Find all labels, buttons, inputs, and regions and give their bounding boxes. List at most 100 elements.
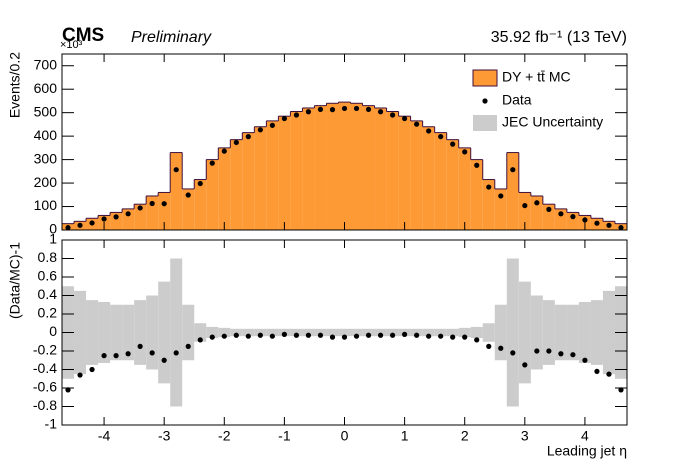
uncertainty-band xyxy=(86,300,99,365)
data-point xyxy=(89,366,95,373)
data-point xyxy=(570,214,576,220)
uncertainty-band xyxy=(518,281,531,384)
histogram-bar xyxy=(506,152,519,230)
y-tick-label: -1 xyxy=(45,416,58,432)
data-point xyxy=(353,105,360,112)
data-point xyxy=(269,122,275,128)
data-point xyxy=(197,337,203,343)
uncertainty-band xyxy=(362,328,375,337)
experiment-label: CMS xyxy=(62,25,104,46)
histogram-bar xyxy=(230,139,243,230)
data-point xyxy=(522,362,528,368)
legend-label: JEC Uncertainty xyxy=(502,114,603,130)
data-point xyxy=(498,193,504,199)
y-tick-label: 0.6 xyxy=(38,268,58,284)
data-point xyxy=(426,333,432,339)
x-tick-label: 1 xyxy=(401,428,409,444)
data-point xyxy=(534,348,540,354)
data-point xyxy=(486,343,492,349)
data-point xyxy=(389,332,396,338)
y-tick-label: -0.8 xyxy=(33,397,57,413)
data-point xyxy=(257,127,263,133)
uncertainty-band xyxy=(542,300,555,365)
data-point xyxy=(233,332,239,338)
histogram-bar xyxy=(350,103,363,230)
y-axis-title: (Data/MC)-1 xyxy=(7,242,23,319)
data-point xyxy=(546,206,552,212)
data-point xyxy=(101,216,107,222)
uncertainty-band xyxy=(374,328,387,337)
histogram-bar xyxy=(194,179,207,230)
data-point xyxy=(209,160,215,166)
data-point xyxy=(570,352,576,358)
uncertainty-band xyxy=(314,328,327,337)
data-point xyxy=(137,205,143,211)
data-point xyxy=(474,337,480,343)
data-point xyxy=(101,353,107,359)
histogram-bar xyxy=(242,132,255,230)
uncertainty-band xyxy=(506,258,519,407)
uncertainty-band xyxy=(254,328,267,337)
data-point xyxy=(582,357,588,363)
uncertainty-band xyxy=(470,326,483,339)
data-point xyxy=(402,115,408,122)
histogram-bar xyxy=(122,208,135,230)
data-point xyxy=(269,333,275,339)
x-tick-label: -2 xyxy=(218,428,231,444)
y-tick-label: 0.8 xyxy=(38,249,58,265)
data-point xyxy=(558,351,564,357)
uncertainty-band xyxy=(410,328,423,337)
uncertainty-band xyxy=(302,328,315,337)
histogram-bar xyxy=(218,147,231,230)
y-tick-label: -0.4 xyxy=(33,360,57,376)
histogram-bar xyxy=(182,188,195,230)
uncertainty-band xyxy=(590,300,603,365)
data-point xyxy=(65,387,71,393)
histogram-bar xyxy=(266,120,279,230)
histogram-bar xyxy=(422,126,435,230)
uncertainty-band xyxy=(206,326,219,339)
histogram-bar xyxy=(434,132,447,230)
data-point xyxy=(438,333,444,339)
y-tick-label: 0.4 xyxy=(38,286,58,302)
data-point xyxy=(221,333,227,339)
data-point xyxy=(594,368,600,374)
y-tick-label: 100 xyxy=(34,197,58,213)
uncertainty-band xyxy=(110,304,123,361)
histogram-bar xyxy=(278,116,291,230)
y-tick-label: 600 xyxy=(34,80,58,96)
uncertainty-band xyxy=(134,300,147,365)
uncertainty-band xyxy=(158,281,171,384)
uncertainty-band xyxy=(122,304,135,361)
histogram-bar xyxy=(314,105,327,230)
uncertainty-band xyxy=(74,290,87,375)
histogram-bar xyxy=(338,102,351,230)
data-point xyxy=(125,211,131,217)
data-point xyxy=(377,332,384,338)
data-point xyxy=(474,162,480,168)
data-point xyxy=(438,134,444,140)
data-point xyxy=(245,333,251,339)
uncertainty-band xyxy=(386,328,399,337)
legend-swatch xyxy=(473,115,497,131)
histogram-bar xyxy=(482,179,495,230)
data-point xyxy=(185,192,191,198)
uncertainty-band xyxy=(230,328,243,337)
data-point xyxy=(137,343,143,349)
histogram-bar xyxy=(158,192,171,230)
uncertainty-band xyxy=(218,327,231,338)
histogram-bar xyxy=(110,212,123,230)
uncertainty-band xyxy=(458,327,471,338)
data-point xyxy=(257,332,263,338)
y-tick-label: 1 xyxy=(49,231,57,247)
data-point xyxy=(353,333,360,339)
data-point xyxy=(486,184,492,190)
data-point xyxy=(534,200,540,206)
data-point xyxy=(558,211,564,217)
histogram-bar xyxy=(326,103,339,230)
data-point xyxy=(414,332,420,338)
data-point xyxy=(414,121,420,127)
histogram-bar xyxy=(206,159,219,230)
data-point xyxy=(582,217,588,223)
uncertainty-band xyxy=(170,258,183,407)
